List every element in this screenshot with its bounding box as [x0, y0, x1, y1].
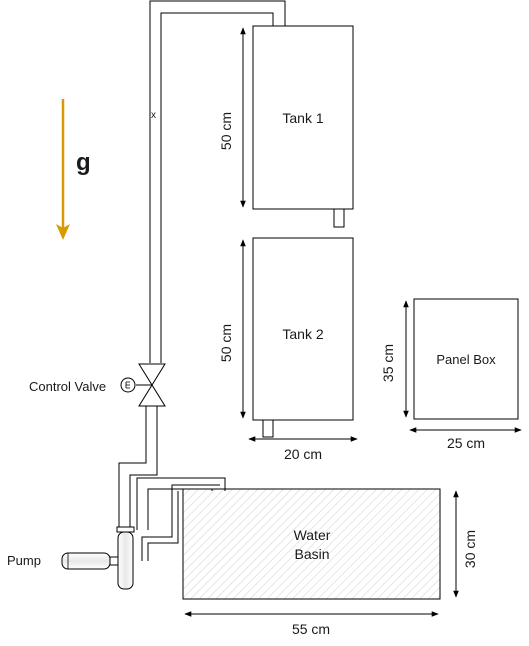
water-basin-label-line1: Water: [294, 527, 331, 543]
pipe-marker-label: x: [151, 110, 156, 121]
pump-housing-icon: [117, 531, 134, 590]
pump-flange: [116, 526, 135, 533]
tank-1-body: [252, 25, 354, 210]
tank-2-body: [252, 237, 354, 421]
supply-pipe: [149, 0, 286, 363]
tank-2: Tank 2: [252, 237, 354, 438]
panel-box: Panel Box: [413, 298, 519, 420]
gravity-label: g: [76, 149, 91, 176]
control-valve-label: Control Valve: [29, 379, 106, 394]
water-basin-width-label: 55 cm: [292, 621, 330, 637]
gravity-indicator: g: [56, 99, 91, 240]
tank-1-outlet: [333, 208, 345, 228]
supply-pipe-outer: [149, 0, 286, 363]
pipe-valve-to-pump-outer: [118, 406, 147, 530]
pump: Pump: [7, 526, 135, 590]
pump-motor-icon: [61, 552, 111, 570]
pipe-suction-inner: [147, 491, 179, 561]
panel-box-width-label: 25 cm: [447, 435, 485, 451]
control-valve-actuator-glyph: [125, 381, 130, 389]
tank-2-width-label: 20 cm: [284, 446, 322, 462]
water-basin-label-line2: Basin: [294, 546, 329, 562]
tank-1-label: Tank 1: [282, 110, 323, 126]
gravity-arrowhead: [56, 224, 70, 240]
supply-pipe-inner: [160, 12, 274, 363]
pipe-suction-outer: [141, 484, 220, 561]
panel-box-label: Panel Box: [436, 352, 496, 367]
control-valve: Control Valve: [29, 363, 166, 407]
pump-shaft: [109, 556, 119, 566]
water-basin-body: [182, 488, 441, 600]
pipe-basin-return-outer: [136, 477, 226, 530]
water-basin: Water Basin: [182, 488, 441, 600]
tank-1-height-label: 50 cm: [218, 112, 234, 150]
tank-1: Tank 1: [252, 25, 354, 228]
panel-box-body: [413, 298, 519, 420]
tank-2-label: Tank 2: [282, 326, 323, 342]
pipe-valve-to-pump-inner: [129, 406, 158, 530]
tank-2-height-label: 50 cm: [218, 324, 234, 362]
tank-2-outlet: [262, 419, 274, 438]
water-basin-height-label: 30 cm: [462, 530, 478, 568]
panel-box-height-label: 35 cm: [380, 344, 396, 382]
pump-label: Pump: [7, 553, 41, 568]
